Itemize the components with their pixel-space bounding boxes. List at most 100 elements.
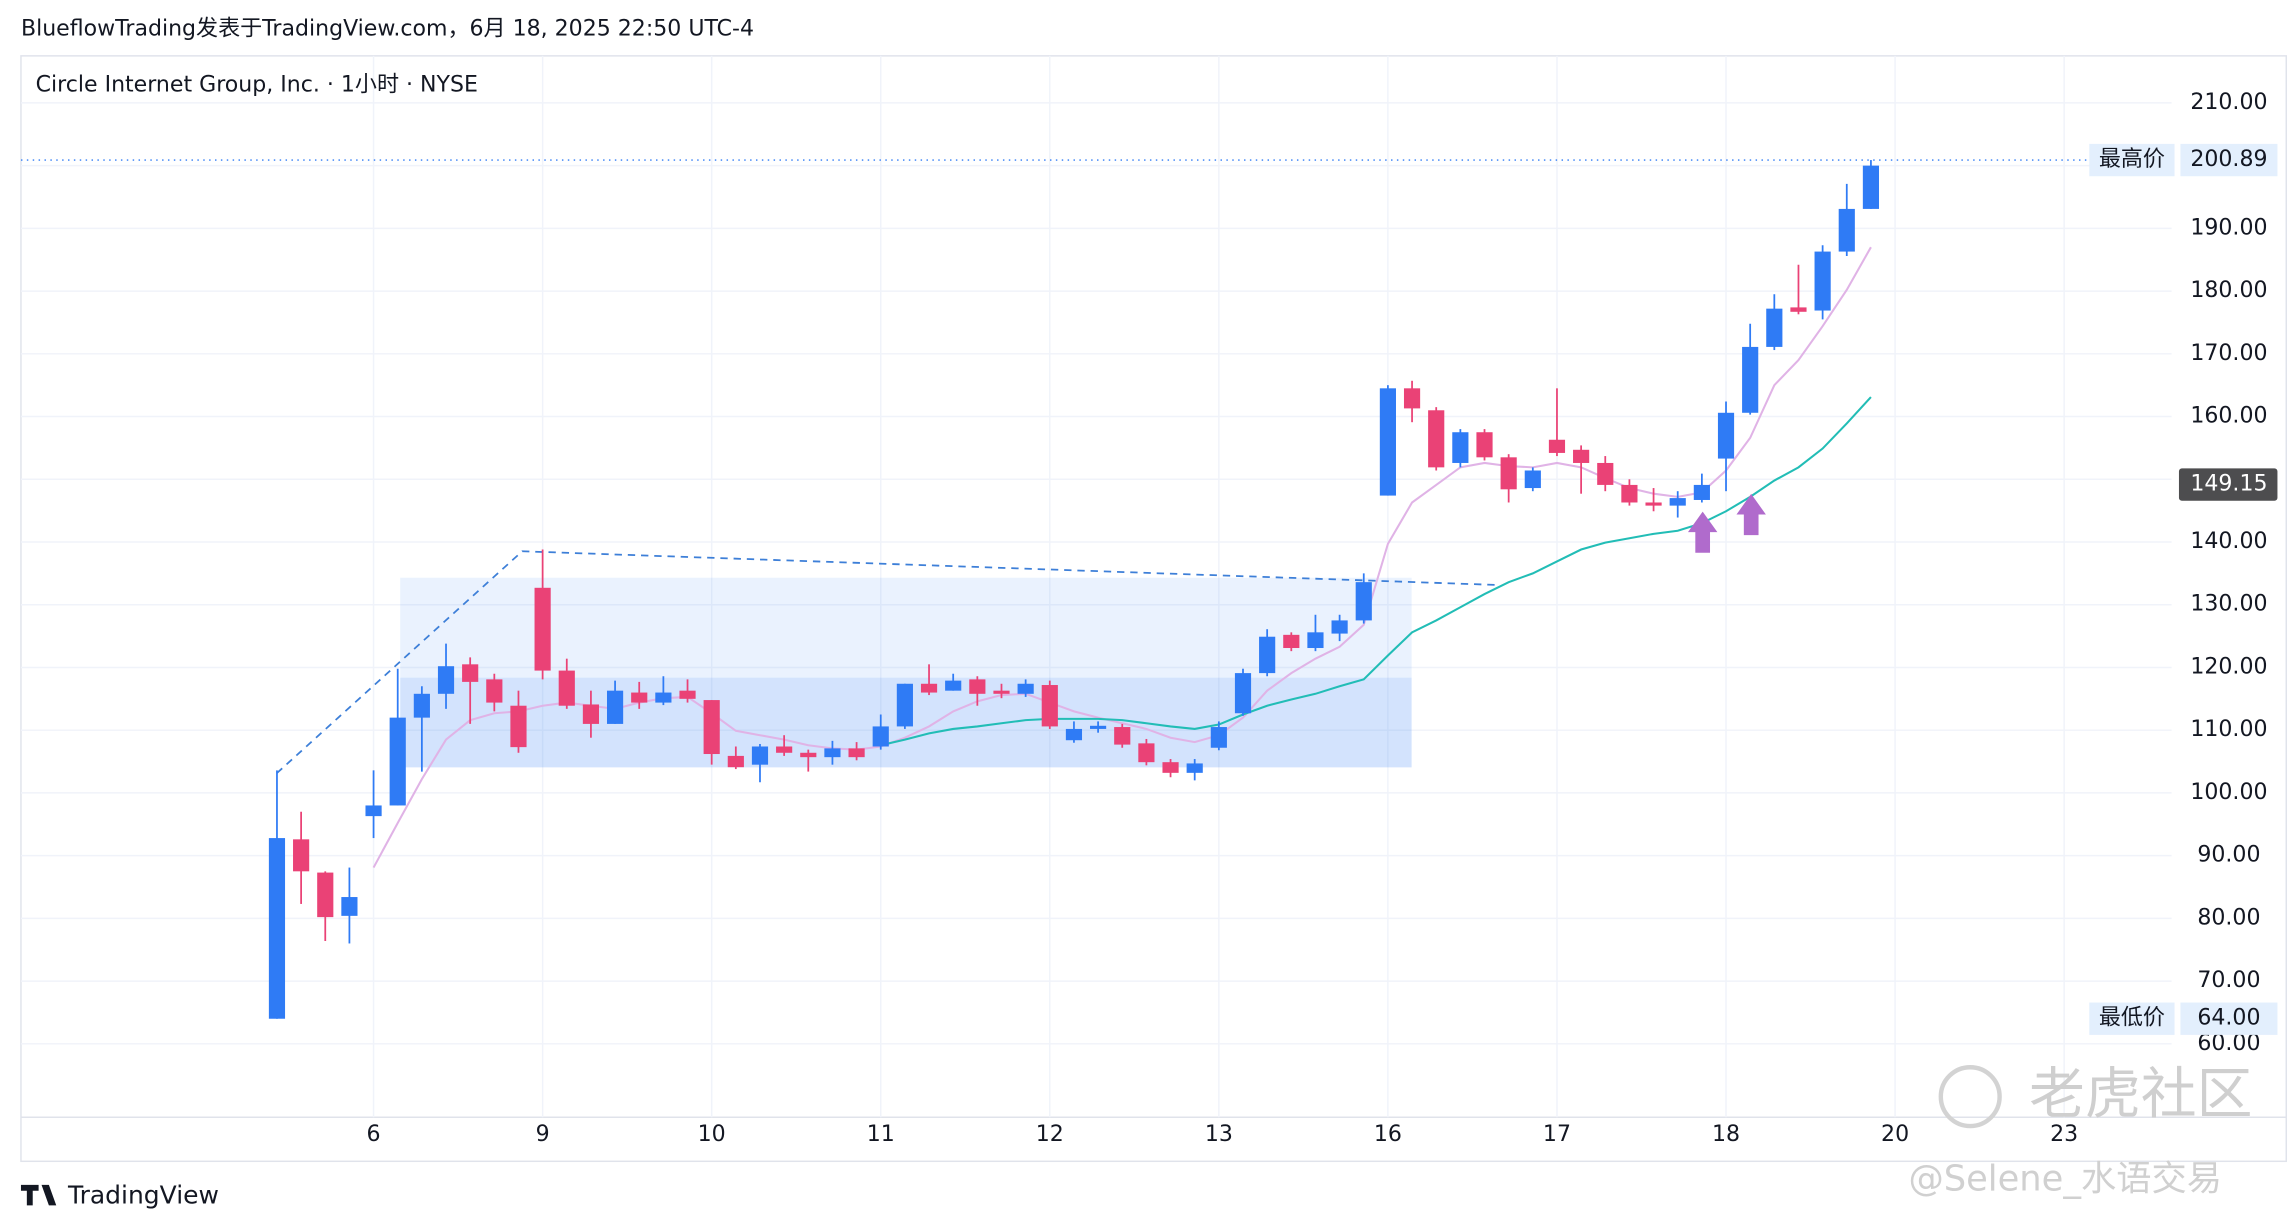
candle-body: [1838, 208, 1855, 252]
candle-body: [1283, 634, 1300, 649]
candle-body: [1186, 763, 1203, 773]
candle-body: [631, 692, 648, 703]
y-tick-label: 130.00: [2190, 592, 2267, 617]
candle-body: [1138, 743, 1155, 763]
x-tick-label: 16: [1374, 1122, 1402, 1147]
candle-body: [558, 670, 575, 706]
candle-body: [1742, 346, 1759, 413]
candle-body: [582, 704, 600, 724]
last-price-box: [2178, 468, 2278, 501]
candle-body: [1331, 620, 1348, 634]
candle-body: [1090, 725, 1107, 729]
candle-body: [1621, 484, 1638, 503]
candle-body: [945, 680, 962, 691]
candle-body: [1814, 251, 1831, 311]
candle-body: [1597, 462, 1614, 485]
watermark-author: @Selene_水语交易: [1908, 1158, 2222, 1199]
candle-body: [1041, 685, 1058, 727]
brand: TradingView: [67, 1181, 219, 1210]
max-value-box: [2180, 143, 2278, 177]
candle-body: [1452, 432, 1469, 463]
arrow: [1687, 511, 1718, 553]
candle-body: [1766, 308, 1783, 347]
candle-body: [1259, 636, 1276, 674]
y-tick-label: 140.00: [2190, 529, 2267, 554]
price-labels: 60.00 70.00 80.00 90.00 100.00 110.00 120.00 13…: [367, 90, 2278, 1147]
candle-body: [1162, 762, 1179, 773]
watermark-logo: 老虎社区: [2029, 1062, 2252, 1127]
candle-body: [1548, 439, 1566, 453]
x-tick-label: 20: [1881, 1122, 1909, 1147]
byline: BlueflowTrading发表于TradingView.com，6月 18,…: [21, 16, 754, 41]
y-tick-label: 60.00: [2197, 1031, 2260, 1056]
brand-logo: [20, 1184, 57, 1206]
candle-body: [1355, 582, 1372, 621]
candle-body: [1307, 632, 1324, 649]
x-tick-label: 6: [367, 1122, 381, 1147]
candle-body: [389, 717, 406, 806]
candle-body: [1693, 484, 1710, 500]
candle-body: [679, 690, 696, 699]
min-value-box: [2180, 1002, 2278, 1035]
candle-body: [1428, 410, 1445, 468]
candle-body: [872, 726, 889, 747]
chart-title: Circle Internet Group, Inc. · 1小时 · NYSE: [36, 72, 478, 97]
chart-frame: [20, 55, 2288, 1163]
candle-body: [1645, 502, 1662, 506]
candle-body: [510, 705, 527, 748]
x-tick-label: 18: [1712, 1122, 1740, 1147]
candle-body: [1065, 728, 1083, 741]
y-tick-label: 180.00: [2190, 278, 2267, 303]
min-label: 最低价: [2099, 1006, 2165, 1031]
candle-body: [268, 838, 286, 1019]
candle-body: [655, 692, 672, 703]
max-label: 最高价: [2099, 147, 2165, 172]
min-value: 64.00: [2197, 1006, 2260, 1031]
y-tick-label: 110.00: [2190, 717, 2267, 742]
candle-body: [1669, 498, 1686, 506]
watermark-icon: [1938, 1065, 2002, 1129]
candle-body: [1500, 457, 1517, 490]
candle-body: [703, 700, 720, 755]
candle-body: [1379, 388, 1396, 496]
y-tick-label: 80.00: [2197, 905, 2260, 930]
candle-body: [848, 748, 865, 758]
min-label-box: [2089, 1002, 2175, 1035]
y-tick-label: 210.00: [2190, 90, 2267, 115]
candle-body: [993, 690, 1010, 694]
x-tick-label: 9: [536, 1122, 550, 1147]
arrow: [1736, 493, 1766, 536]
x-tick-label: 10: [698, 1122, 726, 1147]
y-tick-label: 70.00: [2197, 968, 2260, 993]
candle-body: [462, 664, 479, 682]
candle-body: [727, 755, 744, 768]
candle-body: [896, 683, 913, 727]
candle-body: [293, 839, 310, 872]
x-tick-label: 13: [1205, 1122, 1233, 1147]
x-tick-label: 12: [1036, 1122, 1064, 1147]
candle-body: [1476, 432, 1493, 458]
trend-line: [276, 550, 1500, 774]
candle-body: [1017, 683, 1034, 694]
plot: [20, 159, 2088, 1019]
y-tick-label: 170.00: [2190, 341, 2267, 366]
candle-body: [341, 897, 358, 916]
candle-body: [365, 805, 382, 817]
candle-body: [1862, 165, 1880, 209]
moving-average: [372, 246, 1872, 869]
candle-body: [1114, 727, 1131, 745]
candle-body: [413, 693, 430, 718]
y-tick-label: 100.00: [2190, 780, 2267, 805]
candle-body: [776, 746, 793, 753]
candle-body: [1234, 673, 1252, 714]
candle-body: [534, 587, 551, 671]
candle-body: [1573, 449, 1590, 463]
y-tick-label: 90.00: [2197, 843, 2260, 868]
last-price: 149.15: [2190, 472, 2267, 497]
candle-body: [606, 690, 624, 724]
candle-body: [486, 679, 503, 703]
candle-body: [1717, 412, 1735, 459]
candle-body: [1524, 470, 1541, 489]
candle-body: [800, 752, 817, 758]
